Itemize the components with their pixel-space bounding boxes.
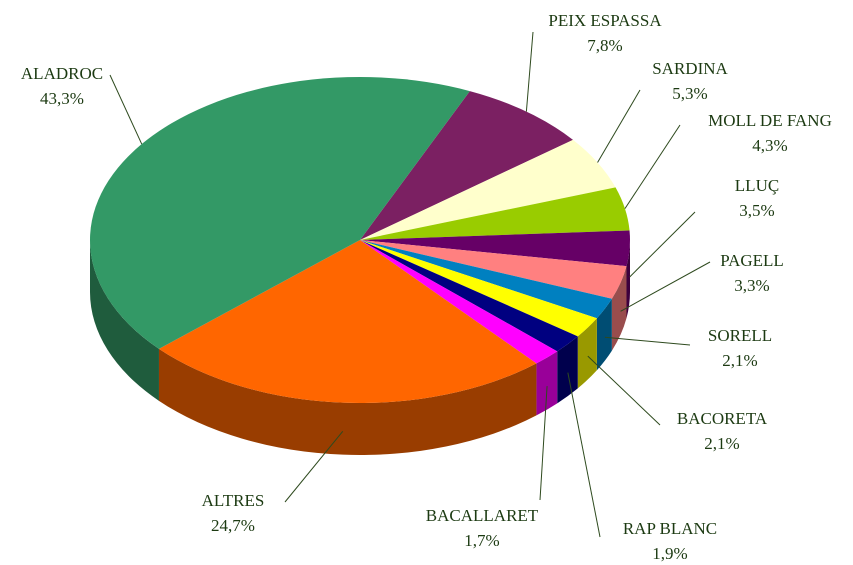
- slice-side: [596, 298, 612, 371]
- slice-side: [611, 266, 627, 351]
- slice: [360, 230, 630, 267]
- slice-label: PEIX ESPASSA: [548, 11, 662, 30]
- slice-value-label: 4,3%: [752, 136, 787, 155]
- leader-line: [525, 31, 534, 112]
- leader-line: [629, 211, 696, 278]
- leader-line: [109, 74, 143, 145]
- slice-side: [90, 240, 159, 401]
- slice: [360, 139, 616, 240]
- slice-label: MOLL DE FANG: [708, 111, 832, 130]
- leader-line: [539, 386, 548, 501]
- slice-label: ALTRES: [202, 491, 265, 510]
- leader-line: [284, 430, 344, 503]
- slice: [360, 240, 597, 337]
- leader-line: [597, 89, 641, 163]
- leader-line: [587, 355, 661, 426]
- slice-label: LLUÇ: [735, 176, 779, 195]
- slice-value-label: 3,5%: [739, 201, 774, 220]
- slice-value-label: 1,9%: [652, 544, 687, 563]
- slice-value-label: 2,1%: [722, 351, 757, 370]
- slice: [360, 187, 630, 240]
- leader-line: [567, 372, 601, 538]
- slice-side: [557, 336, 578, 404]
- slice-value-label: 43,3%: [40, 89, 84, 108]
- slice: [360, 240, 612, 319]
- slice-side: [536, 351, 558, 416]
- slice-value-label: 1,7%: [464, 531, 499, 550]
- slice-label: BACORETA: [677, 409, 768, 428]
- slice-label: SARDINA: [652, 59, 728, 78]
- slice-side: [158, 348, 537, 455]
- slice-label: PAGELL: [720, 251, 784, 270]
- slice-value-label: 2,1%: [704, 434, 739, 453]
- leader-line: [620, 261, 711, 312]
- slice-value-label: 3,3%: [734, 276, 769, 295]
- slice-side: [626, 240, 630, 319]
- slice: [360, 240, 627, 299]
- slice: [360, 240, 558, 364]
- slice-label: RAP BLANC: [623, 519, 717, 538]
- leader-line: [604, 336, 691, 346]
- slice-value-label: 24,7%: [211, 516, 255, 535]
- slice-value-label: 7,8%: [587, 36, 622, 55]
- leader-line: [624, 124, 681, 209]
- slice: [360, 91, 573, 240]
- slice: [158, 240, 537, 403]
- slice: [90, 77, 470, 349]
- slice-side: [577, 318, 597, 389]
- slice-label: ALADROC: [21, 64, 103, 83]
- slice-label: SORELL: [708, 326, 772, 345]
- slice: [360, 240, 578, 352]
- slice-value-label: 5,3%: [672, 84, 707, 103]
- slice-label: BACALLARET: [426, 506, 539, 525]
